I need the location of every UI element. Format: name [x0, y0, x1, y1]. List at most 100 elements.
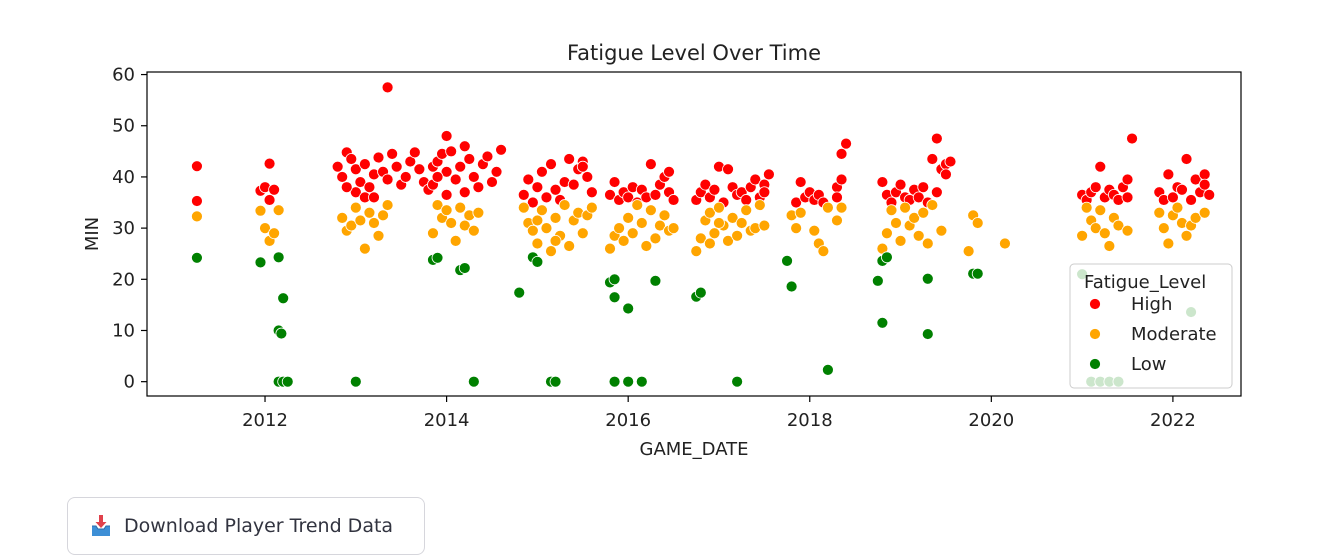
data-point-low: [622, 375, 635, 388]
data-point-low: [785, 280, 798, 293]
data-point-moderate: [191, 210, 203, 223]
data-point-moderate: [467, 224, 480, 237]
data-point-high: [835, 173, 848, 186]
data-point-moderate: [899, 201, 911, 214]
legend-box: [1069, 263, 1233, 389]
data-point-high: [749, 173, 762, 186]
data-point-high: [722, 163, 734, 176]
data-point-moderate: [640, 240, 653, 252]
data-point-low: [881, 251, 893, 264]
data-point-high: [349, 163, 362, 176]
data-point-moderate: [254, 204, 267, 217]
data-point-high: [354, 176, 367, 188]
data-point-moderate: [1121, 224, 1134, 237]
data-point-high: [549, 183, 562, 196]
data-point-high: [708, 183, 721, 196]
data-point-moderate: [345, 219, 358, 232]
download-button-label: Download Player Trend Data: [124, 515, 394, 537]
data-point-low: [272, 251, 285, 264]
data-point-high: [263, 194, 276, 206]
data-point-moderate: [363, 206, 376, 219]
data-point-high: [345, 153, 358, 165]
data-point-high: [467, 171, 480, 183]
data-point-moderate: [658, 209, 671, 222]
data-point-moderate: [631, 199, 644, 211]
data-point-high: [445, 145, 458, 158]
x-tick-label: 2022: [1150, 410, 1196, 431]
data-point-high: [1198, 178, 1211, 191]
data-point-moderate: [626, 227, 639, 240]
data-point-high: [1162, 168, 1175, 181]
data-point-low: [635, 375, 648, 388]
data-point-high: [917, 181, 930, 194]
data-point-high: [399, 171, 412, 183]
data-point-low: [191, 251, 203, 264]
data-point-moderate: [536, 204, 548, 217]
legend-label-moderate: Moderate: [1131, 324, 1217, 345]
data-point-moderate: [1103, 240, 1116, 252]
data-point-moderate: [531, 214, 544, 227]
data-point-moderate: [1180, 229, 1193, 242]
data-point-moderate: [558, 199, 571, 211]
axes-layer: 2012 2014 2016 2018 2020 2022 0 10 20 30 40 50 60: [112, 65, 1196, 431]
x-tick-label: 2014: [424, 410, 470, 431]
data-point-high: [463, 153, 476, 165]
data-point-moderate: [753, 199, 766, 211]
data-point-high: [763, 168, 775, 181]
data-point-high: [340, 181, 353, 194]
legend-items: High Moderate Low: [1089, 294, 1217, 375]
data-point-high: [372, 151, 385, 164]
data-point-high: [431, 171, 444, 183]
data-point-moderate: [1171, 201, 1184, 214]
data-point-high: [649, 188, 662, 201]
download-player-trend-button[interactable]: Download Player Trend Data: [67, 497, 425, 555]
data-point-moderate: [472, 206, 485, 219]
data-point-moderate: [449, 235, 462, 247]
data-point-high: [940, 168, 952, 181]
data-point-moderate: [817, 245, 830, 258]
chart-title: Fatigue Level Over Time: [567, 41, 821, 65]
data-point-moderate: [926, 199, 939, 211]
data-point-moderate: [654, 219, 666, 232]
data-point-high: [930, 186, 943, 199]
legend-title: Fatigue_Level: [1084, 272, 1206, 293]
data-point-moderate: [372, 229, 385, 242]
data-point-moderate: [1112, 219, 1125, 232]
data-point-high: [644, 158, 657, 171]
scatter-chart: Fatigue Level Over Time 2012 2014 2016 2018…: [82, 41, 1242, 460]
data-point-low: [549, 375, 562, 388]
data-point-high: [1180, 153, 1193, 165]
data-point-moderate: [635, 217, 648, 229]
data-point-high: [831, 191, 843, 204]
data-point-low: [531, 255, 544, 268]
data-point-high: [663, 165, 675, 178]
data-point-moderate: [667, 222, 680, 235]
data-point-high: [604, 188, 616, 201]
data-point-high: [358, 158, 371, 171]
data-point-high: [758, 186, 771, 199]
data-point-high: [481, 150, 494, 163]
data-point-moderate: [644, 204, 657, 217]
x-tick-label: 2020: [968, 410, 1014, 431]
data-point-high: [840, 137, 852, 150]
data-point-high: [363, 181, 376, 194]
data-point-high: [540, 191, 553, 204]
data-point-low: [731, 375, 744, 388]
data-point-moderate: [454, 201, 467, 214]
data-point-moderate: [381, 199, 394, 211]
legend-marker-high: [1089, 298, 1101, 310]
data-point-high: [1203, 188, 1216, 201]
data-point-high: [740, 194, 753, 206]
data-point-low: [608, 291, 621, 304]
data-point-high: [894, 178, 907, 191]
data-point-moderate: [894, 235, 907, 247]
data-point-moderate: [576, 227, 589, 240]
data-point-high: [390, 160, 403, 173]
data-point-moderate: [336, 211, 349, 224]
x-tick-label: 2016: [605, 410, 651, 431]
data-point-high: [458, 140, 471, 153]
data-point-moderate: [708, 227, 721, 240]
data-point-high: [522, 173, 535, 186]
data-point-high: [331, 160, 344, 173]
data-point-high: [622, 191, 635, 204]
